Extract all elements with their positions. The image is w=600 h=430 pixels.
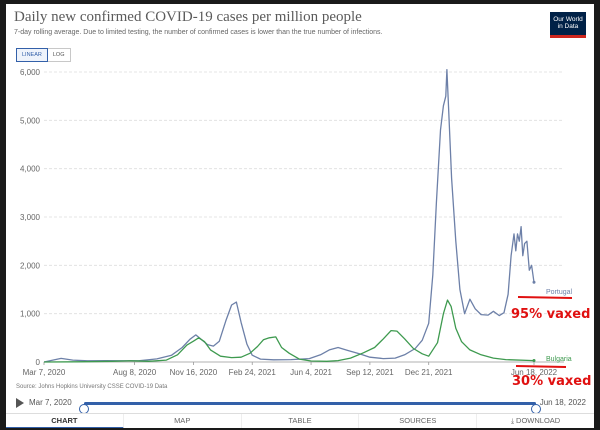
x-tick-label: Sep 12, 2021	[346, 368, 394, 377]
logo-line-1: Our World	[553, 16, 583, 23]
scale-toggle: LINEAR LOG	[16, 48, 71, 62]
y-tick-label: 5,000	[20, 116, 41, 125]
chart-subtitle: 7-day rolling average. Due to limited te…	[14, 29, 383, 36]
x-tick-label: Nov 16, 2020	[170, 368, 218, 377]
bulgaria-annotation: 30% vaxed	[512, 374, 591, 389]
source-note: Source: Johns Hopkins University CSSE CO…	[16, 384, 168, 390]
timeline-start-label: Mar 7, 2020	[29, 398, 72, 407]
y-tick-label: 4,000	[20, 165, 41, 174]
x-tick-label: Dec 21, 2021	[405, 368, 453, 377]
tab-download[interactable]: ⤓ DOWNLOAD	[477, 414, 594, 428]
series-line-bulgaria	[43, 299, 535, 363]
tab-chart[interactable]: CHART	[6, 414, 124, 428]
chart-title: Daily new confirmed COVID-19 cases per m…	[14, 9, 362, 25]
download-icon: ⤓	[510, 418, 515, 425]
series-end-point-bulgaria	[532, 359, 536, 363]
y-tick-label: 3,000	[20, 213, 41, 222]
tab-table[interactable]: TABLE	[242, 414, 360, 428]
x-tick-label: Mar 7, 2020	[23, 368, 66, 377]
line-chart: 0 1,000 2,000 3,000 4,000 5,000 6,000 Mar 7, 20…	[20, 68, 591, 389]
tab-map[interactable]: MAP	[124, 414, 242, 428]
logo-line-2: in Data	[557, 23, 579, 30]
x-tick-label: Feb 24, 2021	[229, 368, 277, 377]
linear-scale-button[interactable]: LINEAR	[16, 48, 48, 62]
tab-sources[interactable]: SOURCES	[359, 414, 478, 428]
timeline-track[interactable]	[79, 402, 541, 414]
timeline: Mar 7, 2020 Jun 18, 2022	[16, 396, 586, 414]
y-tick-label: 0	[36, 358, 41, 367]
series-label-portugal: Portugal	[546, 289, 573, 296]
series-label-bulgaria: Bulgaria	[546, 356, 572, 363]
owid-logo[interactable]: Our World in Data	[550, 12, 586, 38]
bulgaria-underline	[515, 365, 567, 368]
series-end-point-portugal	[532, 280, 536, 284]
timeline-end-label: Jun 18, 2022	[539, 398, 586, 407]
chart-panel: Daily new confirmed COVID-19 cases per m…	[6, 4, 594, 428]
y-tick-label: 1,000	[20, 310, 41, 319]
y-tick-label: 6,000	[20, 68, 41, 77]
x-tick-label: Jun 4, 2021	[290, 368, 332, 377]
tab-download-label: DOWNLOAD	[516, 416, 561, 425]
tab-bar: CHART MAP TABLE SOURCES ⤓ DOWNLOAD	[6, 413, 594, 428]
series-line-portugal	[43, 68, 535, 363]
play-icon[interactable]	[16, 398, 24, 408]
portugal-annotation: 95% vaxed	[511, 307, 590, 322]
portugal-underline	[517, 296, 573, 299]
log-scale-button[interactable]: LOG	[47, 48, 71, 62]
x-tick-label: Aug 8, 2020	[113, 368, 157, 377]
x-tick-label: Jun 18, 2022	[511, 368, 558, 377]
y-tick-label: 2,000	[20, 261, 41, 270]
